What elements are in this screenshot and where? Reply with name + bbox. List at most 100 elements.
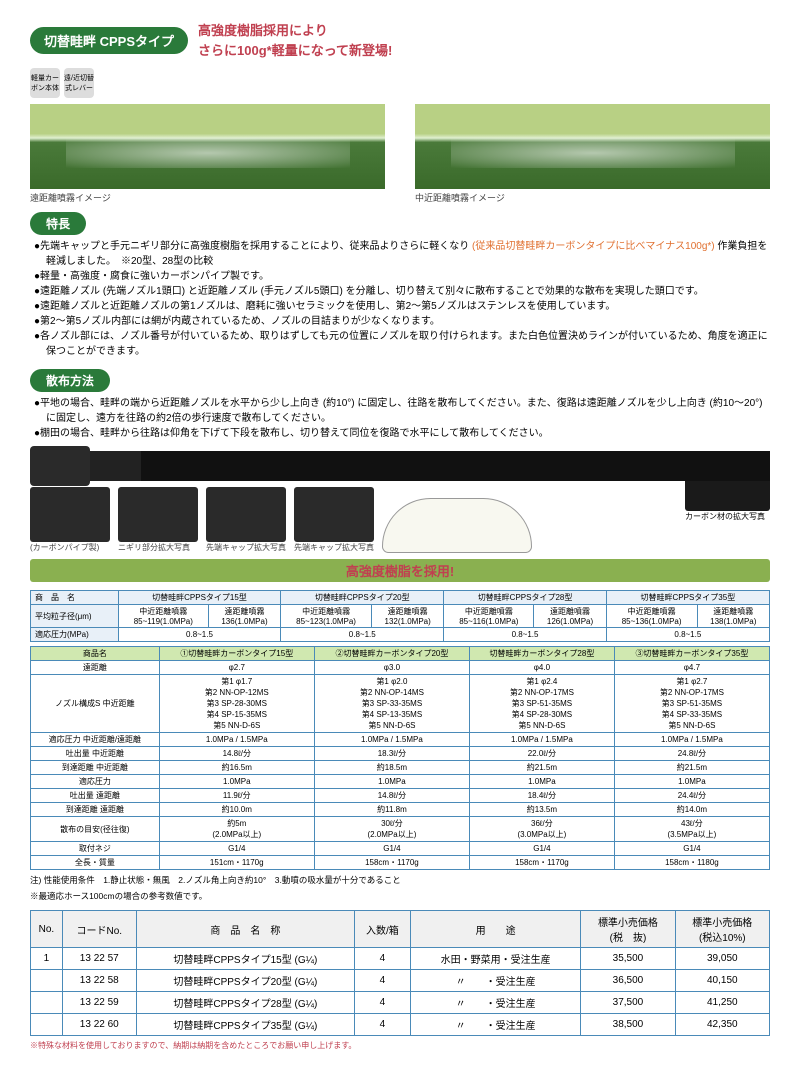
- detail-cell: 1.0MPa / 1.5MPa: [614, 733, 769, 747]
- price-head: 入数/箱: [354, 911, 410, 948]
- detail-box-1: [30, 487, 110, 542]
- detail-cell: 約16.5m: [159, 761, 314, 775]
- detail-cell: 14.8ℓ/分: [159, 747, 314, 761]
- detail-cell: G1/4: [614, 842, 769, 856]
- detail-cell: 約21.5m: [614, 761, 769, 775]
- detail-cell: φ4.7: [614, 661, 769, 675]
- detail-cell: 1.0MPa: [159, 775, 314, 789]
- detail-cell: 158cm・1180g: [614, 856, 769, 870]
- detail-head: 切替畦畔カーボンタイプ28型: [470, 647, 615, 661]
- field-photo-near: [415, 104, 770, 189]
- detail-cell: 約13.5m: [470, 803, 615, 817]
- price-cell: [31, 970, 63, 992]
- field-image-near: 中近距離噴霧イメージ: [415, 104, 770, 204]
- spec-cell: 遠距離噴霧136(1.0MPa): [208, 605, 280, 628]
- price-head: 標準小売価格 (税 抜): [581, 911, 675, 948]
- detail-head: ②切替畦畔カーボンタイプ20型: [314, 647, 469, 661]
- detail-cell: 36ℓ/分 (3.0MPa以上): [470, 817, 615, 842]
- detail-cell: 11.9ℓ/分: [159, 789, 314, 803]
- detail-cell: 151cm・1170g: [159, 856, 314, 870]
- price-cell: 4: [354, 1014, 410, 1036]
- detail-head: 商品名: [31, 647, 160, 661]
- detail-rowhead: 適応圧力: [31, 775, 160, 789]
- feature-item: ●軽量・高強度・腐食に強いカーボンパイプ製です。: [34, 269, 770, 284]
- detail-cell: φ2.7: [159, 661, 314, 675]
- detail-cell: φ4.0: [470, 661, 615, 675]
- detail-rowhead: 到達距離 遠距離: [31, 803, 160, 817]
- detail-rowhead: 吐出量 遠距離: [31, 789, 160, 803]
- spec-cell: 0.8~1.5: [606, 628, 769, 642]
- detail-box-3: [206, 487, 286, 542]
- price-cell: 切替畦畔CPPSタイプ35型 (G¼): [136, 1014, 354, 1036]
- detail-4: 先端キャップ拡大写真: [294, 487, 374, 553]
- footnote: ※特殊な材料を使用しておりますので、納期は納期を含めたところでお願い申し上げます…: [30, 1040, 770, 1051]
- price-cell: 37,500: [581, 992, 675, 1014]
- features-label: 特長: [30, 212, 86, 235]
- spec-cell: 0.8~1.5: [281, 628, 444, 642]
- detail-box-2: [118, 487, 198, 542]
- price-cell: 1: [31, 948, 63, 970]
- detail-cell: 1.0MPa / 1.5MPa: [470, 733, 615, 747]
- detail-cell: 約18.5m: [314, 761, 469, 775]
- spec-cell: 0.8~1.5: [118, 628, 280, 642]
- spec-table: 商 品 名切替畦畔CPPSタイプ15型切替畦畔CPPSタイプ20型切替畦畔CPP…: [30, 590, 770, 642]
- detail-rowhead: 適応圧力 中近距離/遠距離: [31, 733, 160, 747]
- price-head: No.: [31, 911, 63, 948]
- field-photo-far: [30, 104, 385, 189]
- price-cell: 35,500: [581, 948, 675, 970]
- price-cell: 13 22 60: [62, 1014, 136, 1036]
- detail-cell: G1/4: [159, 842, 314, 856]
- detail-cell: 第1 φ1.7 第2 NN-OP-12MS 第3 SP-28-30MS 第4 S…: [159, 675, 314, 733]
- spec-cell: 遠距離噴霧126(1.0MPa): [534, 605, 606, 628]
- detail-cell: 24.4ℓ/分: [614, 789, 769, 803]
- price-cell: 38,500: [581, 1014, 675, 1036]
- detail-cell: 第1 φ2.0 第2 NN-OP-14MS 第3 SP-33-35MS 第4 S…: [314, 675, 469, 733]
- detail-1: (カーボンパイプ製): [30, 487, 110, 553]
- spraying-item: ●平地の場合、畦畔の端から近距離ノズルを水平から少し上向き (約10°) に固定…: [34, 396, 770, 426]
- price-cell: 4: [354, 948, 410, 970]
- detail-table: 商品名①切替畦畔カーボンタイプ15型②切替畦畔カーボンタイプ20型切替畦畔カーボ…: [30, 646, 770, 870]
- product-photo: [30, 451, 770, 481]
- detail-cell: 1.0MPa: [314, 775, 469, 789]
- field-caption-near: 中近距離噴霧イメージ: [415, 191, 770, 204]
- product-area: 新商品 カーボン材の拡大写真 (カーボンパイプ製) ニギリ部分拡大写真 先端キャ…: [30, 451, 770, 582]
- features-list: ●先端キャップと手元ニギリ部分に高強度樹脂を採用することにより、従来品よりさらに…: [30, 239, 770, 359]
- feature-item: ●第2～第5ノズル内部には網が内蔵されているため、ノズルの目詰まりが少なくなりま…: [34, 314, 770, 329]
- price-cell: [31, 1014, 63, 1036]
- header: 切替畦畔 CPPSタイプ 高強度樹脂採用により さらに100g*軽量になって新登…: [30, 20, 770, 60]
- detail-cell: 24.8ℓ/分: [614, 747, 769, 761]
- detail-2: ニギリ部分拡大写真: [118, 487, 198, 553]
- spec-rowhead: 適応圧力(MPa): [31, 628, 119, 642]
- price-cell: 39,050: [675, 948, 769, 970]
- detail-3: 先端キャップ拡大写真: [206, 487, 286, 553]
- detail-cell: 158cm・1170g: [470, 856, 615, 870]
- price-cell: 〃 ・受注生産: [410, 992, 580, 1014]
- feature-item: ●遠距離ノズルと近距離ノズルの第1ノズルは、磨耗に強いセラミックを使用し、第2～…: [34, 299, 770, 314]
- detail-head: ③切替畦畔カーボンタイプ35型: [614, 647, 769, 661]
- spec-head: 切替畦畔CPPSタイプ35型: [606, 591, 769, 605]
- price-cell: 4: [354, 992, 410, 1014]
- detail-cell: 約14.0m: [614, 803, 769, 817]
- detail-cap-3: 先端キャップ拡大写真: [206, 542, 286, 553]
- price-head: 標準小売価格 (税込10%): [675, 911, 769, 948]
- detail-cell: 18.4ℓ/分: [470, 789, 615, 803]
- price-table: No.コードNo.商 品 名 称入数/箱用 途標準小売価格 (税 抜)標準小売価…: [30, 910, 770, 1036]
- detail-rowhead: 吐出量 中近距離: [31, 747, 160, 761]
- detail-cell: 約21.5m: [470, 761, 615, 775]
- detail-cell: 30ℓ/分 (2.0MPa以上): [314, 817, 469, 842]
- spraying-item: ●棚田の場合、畦畔から往路は仰角を下げて下段を散布し、切り替えて同位を復路で水平…: [34, 426, 770, 441]
- detail-head: ①切替畦畔カーボンタイプ15型: [159, 647, 314, 661]
- price-cell: [31, 992, 63, 1014]
- detail-photos-row: (カーボンパイプ製) ニギリ部分拡大写真 先端キャップ拡大写真 先端キャップ拡大…: [30, 487, 770, 553]
- detail-cell: 158cm・1170g: [314, 856, 469, 870]
- spec-cell: 中近距離噴霧85~119(1.0MPa): [118, 605, 208, 628]
- spec-head: 切替畦畔CPPSタイプ28型: [444, 591, 606, 605]
- spraying-list: ●平地の場合、畦畔の端から近距離ノズルを水平から少し上向き (約10°) に固定…: [30, 396, 770, 441]
- detail-rowhead: ノズル構成S 中近距離: [31, 675, 160, 733]
- price-cell: 切替畦畔CPPSタイプ20型 (G¼): [136, 970, 354, 992]
- spec-cell: 中近距離噴霧85~116(1.0MPa): [444, 605, 534, 628]
- price-cell: 切替畦畔CPPSタイプ28型 (G¼): [136, 992, 354, 1014]
- detail-cell: 約10.0m: [159, 803, 314, 817]
- field-image-far: 遠距離噴霧イメージ: [30, 104, 385, 204]
- note-2: ※最適応ホース100cmの場合の参考数値です。: [30, 890, 770, 902]
